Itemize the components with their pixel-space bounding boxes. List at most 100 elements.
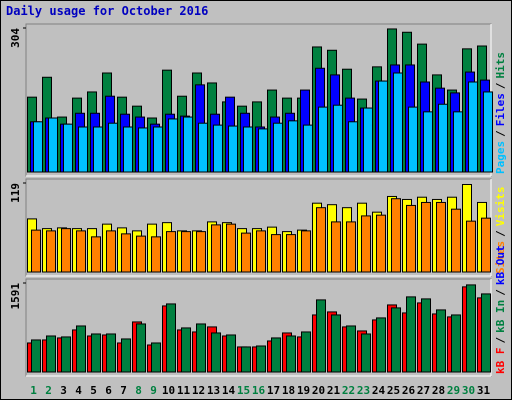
- bar: [271, 337, 281, 373]
- legend-entry: Hits: [494, 52, 507, 79]
- x-tick-label: 23: [357, 384, 370, 397]
- bar: [181, 327, 191, 373]
- bar: [286, 335, 296, 373]
- x-tick-label: 3: [60, 384, 67, 397]
- legend-separator: /: [494, 130, 507, 137]
- bar: [301, 230, 311, 273]
- legend-entry: kB F: [494, 348, 507, 375]
- bar: [93, 126, 103, 173]
- bar: [468, 81, 478, 173]
- bar: [181, 231, 191, 273]
- x-tick-label: 22: [342, 384, 355, 397]
- bar: [436, 201, 446, 273]
- bar: [406, 204, 416, 273]
- bar: [301, 331, 311, 373]
- x-tick-label: 29: [447, 384, 460, 397]
- bar: [451, 208, 461, 273]
- legend-separator: /: [494, 289, 507, 296]
- bar: [256, 230, 266, 273]
- bar: [376, 214, 386, 273]
- bar: [166, 231, 176, 273]
- bar: [108, 122, 118, 173]
- legend-separator: /: [494, 230, 507, 237]
- bar: [138, 127, 148, 173]
- x-tick-label: 14: [222, 384, 236, 397]
- chart-title: Daily usage for October 2016: [6, 4, 208, 18]
- x-tick-label: 24: [372, 384, 386, 397]
- bar: [466, 220, 476, 273]
- bar: [46, 335, 56, 373]
- bar: [241, 346, 251, 373]
- bar: [91, 236, 101, 273]
- legend: Pages / Files / Hits: [494, 52, 507, 174]
- bar: [421, 201, 431, 273]
- bar: [183, 116, 193, 173]
- bar: [121, 233, 131, 273]
- bar: [421, 298, 431, 373]
- x-tick-label: 30: [462, 384, 475, 397]
- x-tick-label: 13: [207, 384, 220, 397]
- legend: Sites / Visits: [494, 187, 507, 275]
- bar: [481, 217, 491, 273]
- bar: [196, 231, 206, 273]
- bar: [271, 234, 281, 273]
- x-tick-label: 16: [252, 384, 266, 397]
- bar: [226, 223, 236, 273]
- x-tick-label: 9: [150, 384, 157, 397]
- x-tick-label: 20: [312, 384, 325, 397]
- bar: [346, 325, 356, 373]
- x-tick-label: 25: [387, 384, 400, 397]
- bar: [346, 221, 356, 273]
- legend-entry: Visits: [494, 187, 507, 227]
- bar: [378, 80, 388, 173]
- bar: [31, 229, 41, 273]
- bar: [481, 293, 491, 373]
- bar: [423, 111, 433, 173]
- legend-separator: /: [494, 82, 507, 89]
- bar: [286, 234, 296, 273]
- bar: [391, 307, 401, 373]
- bar: [273, 122, 283, 173]
- bar: [363, 107, 373, 173]
- bar: [288, 120, 298, 173]
- bar: [483, 91, 493, 173]
- bar: [33, 121, 43, 173]
- bar: [46, 230, 56, 273]
- bar: [361, 215, 371, 273]
- x-tick-label: 27: [417, 384, 430, 397]
- bar: [76, 230, 86, 273]
- bar: [391, 198, 401, 273]
- bar: [61, 228, 71, 273]
- bar: [121, 338, 131, 373]
- bar: [331, 221, 341, 273]
- y-tick-label: 304: [9, 28, 22, 48]
- bar: [348, 121, 358, 173]
- bar: [78, 126, 88, 173]
- bar: [243, 126, 253, 173]
- y-tick-label: 1591: [9, 283, 22, 310]
- x-tick-label: 5: [90, 384, 97, 397]
- bar: [303, 124, 313, 173]
- bar: [436, 309, 446, 373]
- bar: [198, 122, 208, 173]
- bar: [196, 323, 206, 373]
- x-tick-label: 17: [267, 384, 280, 397]
- bar: [136, 323, 146, 373]
- bar: [213, 124, 223, 173]
- bar: [333, 104, 343, 173]
- bar: [166, 303, 176, 373]
- legend-entry: kB In: [494, 300, 507, 333]
- x-tick-label: 18: [282, 384, 295, 397]
- bar: [91, 333, 101, 373]
- bar: [258, 128, 268, 173]
- x-tick-label: 15: [237, 384, 250, 397]
- bar: [228, 125, 238, 173]
- bar: [48, 117, 58, 173]
- bar: [361, 333, 371, 373]
- x-tick-label: 6: [105, 384, 112, 397]
- x-tick-label: 26: [402, 384, 416, 397]
- bar: [316, 299, 326, 373]
- bar: [153, 126, 163, 173]
- bar: [31, 339, 41, 373]
